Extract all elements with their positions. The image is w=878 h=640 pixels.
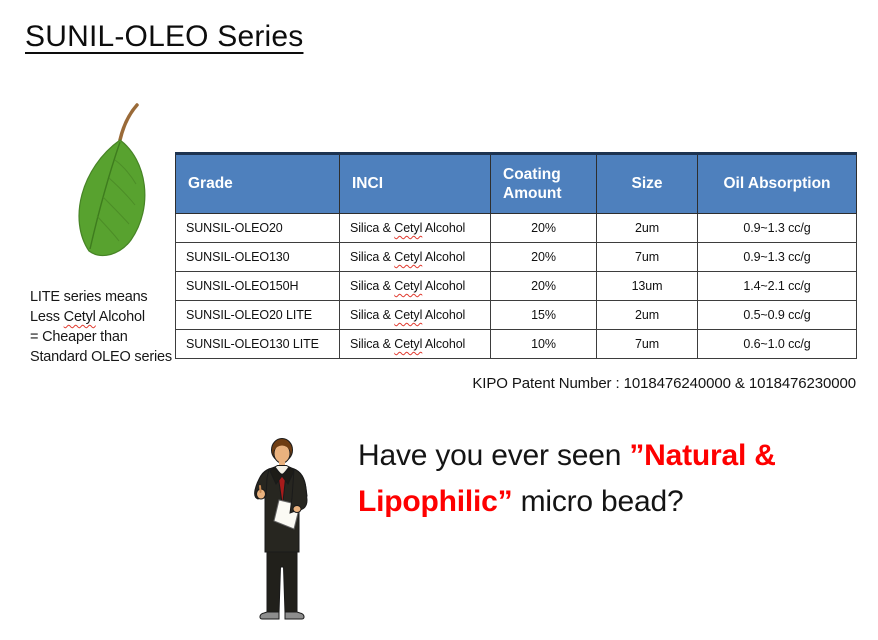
table-cell: 7um [596,329,698,359]
table-cell: SUNSIL-OLEO130 [175,242,340,272]
table-cell: 0.9~1.3 cc/g [697,242,857,272]
table-cell: 20% [490,271,597,301]
table-row: SUNSIL-OLEO130 LITE Silica & Cetyl Alcoho… [175,329,857,359]
table-cell: Silica & Cetyl Alcohol [339,213,491,243]
question-black-text: micro bead? [512,485,684,518]
table-row: SUNSIL-OLEO20 Silica & Cetyl Alcohol 20% 2u… [175,213,857,243]
leaf-icon [56,102,158,266]
table-row: SUNSIL-OLEO150H Silica & Cetyl Alcohol 20%… [175,271,857,301]
table-cell: 10% [490,329,597,359]
table-row: SUNSIL-OLEO20 LITE Silica & Cetyl Alcohol… [175,300,857,330]
question-line-2: Lipophilic” micro bead? [358,479,776,525]
table-cell: Silica & Cetyl Alcohol [339,242,491,272]
question-black-text: Have you ever seen [358,439,630,472]
note-line: = Cheaper than [30,329,128,345]
table-header-oil-absorption: Oil Absorption [697,152,857,214]
table-cell: 15% [490,300,597,330]
table-cell: SUNSIL-OLEO150H [175,271,340,301]
table-cell: SUNSIL-OLEO20 [175,213,340,243]
businessman-icon [241,436,323,628]
table-header-size: Size [596,152,698,214]
table-cell: SUNSIL-OLEO130 LITE [175,329,340,359]
table-cell: 13um [596,271,698,301]
note-line: Standard OLEO series [30,349,172,365]
table-cell: Silica & Cetyl Alcohol [339,329,491,359]
table-cell: 7um [596,242,698,272]
table-cell: 2um [596,213,698,243]
table-cell: 2um [596,300,698,330]
note-line: LITE series means [30,289,148,305]
table-cell: 0.5~0.9 cc/g [697,300,857,330]
table-body: SUNSIL-OLEO20 Silica & Cetyl Alcohol 20% 2u… [175,213,857,359]
table-cell: 0.9~1.3 cc/g [697,213,857,243]
product-table: Grade INCI Coating Amount Size Oil Absor… [175,152,857,359]
note-line: Less Cetyl Alcohol [30,309,145,325]
question-red-text: Lipophilic” [358,485,513,518]
lite-series-note: LITE series means Less Cetyl Alcohol = C… [30,287,172,367]
table-cell: 0.6~1.0 cc/g [697,329,857,359]
businessman-illustration [254,438,308,620]
table-cell: 20% [490,242,597,272]
question-red-text: ”Natural & [629,439,776,472]
question-text: Have you ever seen ”Natural & Lipophilic… [358,433,776,525]
table-cell: 20% [490,213,597,243]
table-header-row: Grade INCI Coating Amount Size Oil Absor… [175,152,857,214]
table-cell: 1.4~2.1 cc/g [697,271,857,301]
table-cell: Silica & Cetyl Alcohol [339,300,491,330]
table-header-coating-amount: Coating Amount [490,152,597,214]
patent-note: KIPO Patent Number : 1018476240000 & 101… [472,375,856,392]
table-header-inci: INCI [339,152,491,214]
table-header-grade: Grade [175,152,340,214]
table-cell: Silica & Cetyl Alcohol [339,271,491,301]
leaf-illustration [78,103,146,257]
question-line-1: Have you ever seen ”Natural & [358,433,776,479]
table-cell: SUNSIL-OLEO20 LITE [175,300,340,330]
page-title: SUNIL-OLEO Series [25,20,304,53]
table-row: SUNSIL-OLEO130 Silica & Cetyl Alcohol 20% 7… [175,242,857,272]
